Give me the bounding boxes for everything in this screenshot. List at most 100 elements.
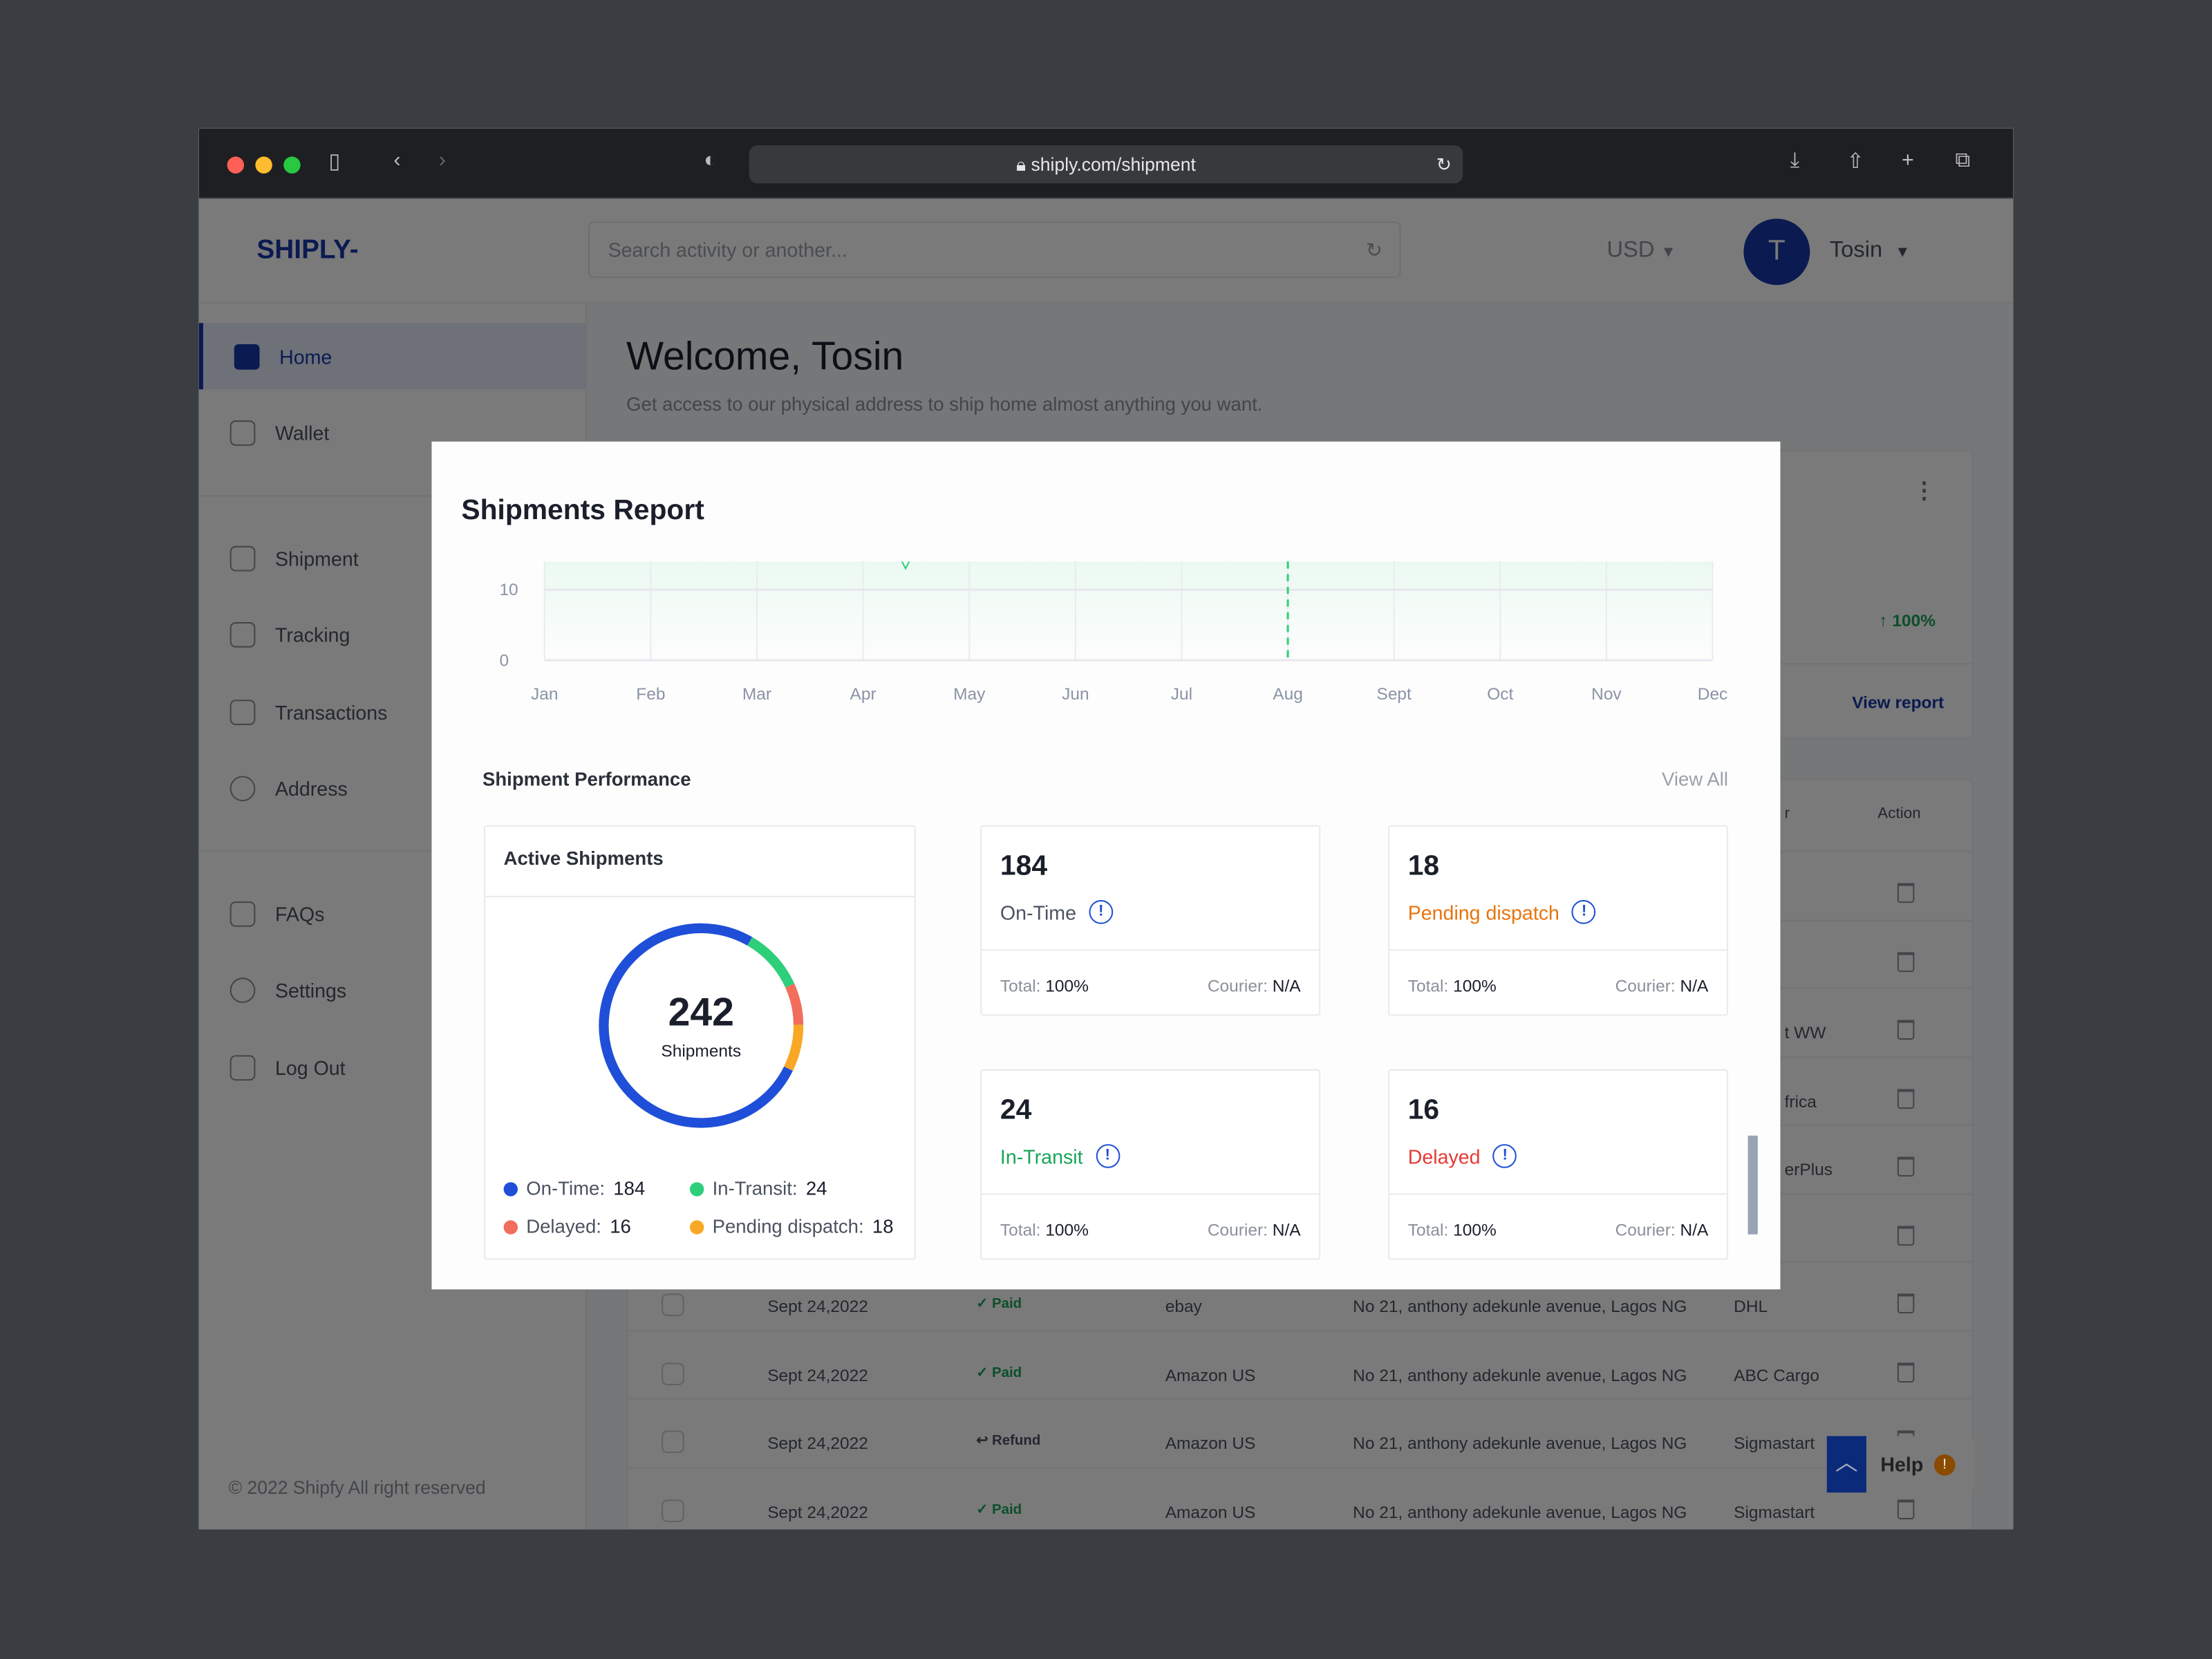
reload-icon[interactable]: ↻ <box>1436 153 1452 176</box>
close-window-button[interactable] <box>227 156 245 174</box>
x-tick-label: Aug <box>1273 685 1303 704</box>
help-widget[interactable]: ︿ Help ! <box>1826 1436 1974 1493</box>
trash-icon[interactable] <box>1897 1156 1915 1177</box>
row-courier: DHL <box>1734 1296 1768 1317</box>
info-icon[interactable]: ! <box>1095 1144 1120 1168</box>
stat-total: Total: 100% <box>1407 976 1497 996</box>
modal-title: Shipments Report <box>461 495 704 527</box>
info-icon[interactable]: ! <box>1089 900 1114 924</box>
info-icon[interactable]: ! <box>1572 900 1597 924</box>
minimize-window-button[interactable] <box>255 156 272 174</box>
trash-icon[interactable] <box>1897 951 1915 972</box>
back-icon[interactable]: ‹ <box>393 148 401 172</box>
trash-icon[interactable] <box>1897 1088 1915 1109</box>
row-address: No 21, anthony adekunle avenue, Lagos NG <box>1353 1296 1687 1317</box>
route-icon <box>229 621 256 647</box>
row-status-badge: ↩ Refund <box>976 1433 1041 1449</box>
x-tick-label: Jul <box>1171 685 1192 704</box>
row-checkbox[interactable] <box>662 1499 684 1522</box>
row-checkbox[interactable] <box>662 1430 684 1454</box>
home-icon <box>234 343 260 369</box>
search-placeholder: Search activity or another... <box>608 238 847 261</box>
legend-delayed: Delayed: 16 <box>503 1216 631 1237</box>
x-tick-label: Dec <box>1698 685 1728 704</box>
receipt-icon <box>229 699 256 724</box>
row-address: No 21, anthony adekunle avenue, Lagos NG <box>1353 1433 1687 1454</box>
share-icon[interactable]: ⇧ <box>1846 149 1865 174</box>
lock-icon: 🔒︎ <box>1016 153 1031 176</box>
stat-label: In-Transit <box>1000 1145 1083 1168</box>
scrollbar[interactable] <box>1747 1135 1758 1235</box>
donut-segment-on-time <box>599 923 793 1128</box>
trash-icon[interactable] <box>1897 1362 1915 1382</box>
search-input[interactable]: Search activity or another... ↻ <box>588 221 1401 279</box>
stat-label: Delayed <box>1407 1145 1481 1168</box>
stat-total: Total: 100% <box>1000 976 1089 996</box>
sidebar-item-shipment[interactable]: Shipment <box>199 525 587 591</box>
row-checkbox[interactable] <box>662 1362 684 1385</box>
sidebar-item-home[interactable]: Home <box>198 323 587 390</box>
help-badge: ! <box>1933 1454 1956 1476</box>
donut-unit: Shipments <box>661 1041 742 1061</box>
sidebar-item-address[interactable]: Address <box>199 755 587 821</box>
page-title: Welcome, Tosin <box>626 334 904 378</box>
maximize-window-button[interactable] <box>283 156 301 174</box>
sidebar-item-settings[interactable]: Settings <box>199 957 587 1023</box>
row-date: Sept 24,2022 <box>767 1365 868 1385</box>
sidebar-item-tracking[interactable]: Tracking <box>199 601 587 667</box>
info-icon[interactable]: ! <box>1492 1144 1517 1168</box>
x-tick-label: Oct <box>1487 685 1513 704</box>
table-row: Sept 24,2022 ✓ Paid Amazon US No 21, ant… <box>628 1466 1973 1529</box>
row-address: No 21, anthony adekunle avenue, Lagos NG <box>1353 1501 1687 1522</box>
row-store: Amazon US <box>1165 1501 1256 1522</box>
more-options-icon[interactable]: ⋮ <box>1913 479 1936 504</box>
forward-icon[interactable]: › <box>438 148 446 172</box>
logout-icon <box>229 1054 256 1080</box>
sidebar-item-logout[interactable]: Log Out <box>199 1034 587 1100</box>
address-bar[interactable]: 🔒︎ shiply.com/shipment ↻ <box>749 145 1463 184</box>
view-all-link[interactable]: View All <box>1661 769 1728 790</box>
trash-icon[interactable] <box>1897 1499 1915 1519</box>
currency-select[interactable]: USD ▼ <box>1606 238 1676 263</box>
sidebar-item-transactions[interactable]: Transactions <box>199 679 587 745</box>
performance-title: Shipment Performance <box>482 769 691 790</box>
download-icon[interactable]: ⤓ <box>1790 148 1800 172</box>
stat-value: 24 <box>1000 1094 1032 1126</box>
stat-total: Total: 100% <box>1407 1220 1497 1240</box>
x-tick-label: Nov <box>1591 685 1622 704</box>
sidebar-item-faqs[interactable]: FAQs <box>199 880 587 946</box>
legend-pending: Pending dispatch: 18 <box>689 1216 894 1237</box>
row-courier: t WW <box>1784 1022 1826 1043</box>
gear-icon <box>229 977 256 1002</box>
view-report-link[interactable]: View report <box>1852 693 1944 713</box>
chevron-up-icon[interactable]: ︿ <box>1826 1436 1866 1493</box>
logo[interactable]: SHIPLY- <box>256 235 359 265</box>
tabs-icon[interactable]: ⧉ <box>1955 148 1971 172</box>
user-menu[interactable]: Tosin ▼ <box>1829 238 1911 263</box>
trash-icon[interactable] <box>1897 883 1915 903</box>
x-tick-label: May <box>953 685 986 704</box>
avatar[interactable]: T <box>1743 218 1810 285</box>
area-fill <box>544 561 1713 661</box>
row-checkbox[interactable] <box>662 1293 684 1317</box>
trash-icon[interactable] <box>1897 1020 1915 1040</box>
browser-window: ▯ ‹ › ◐ 🔒︎ shiply.com/shipment ↻ ⤓ ⇧ + ⧉ … <box>198 128 2014 1530</box>
x-tick-label: Apr <box>850 685 877 704</box>
trash-icon[interactable] <box>1897 1225 1915 1246</box>
x-tick-label: Sept <box>1377 685 1412 704</box>
new-tab-icon[interactable]: + <box>1901 148 1914 172</box>
shield-icon[interactable]: ◐ <box>704 148 717 172</box>
app: SHIPLY- Search activity or another... ↻ U… <box>198 198 2014 1530</box>
row-store: Amazon US <box>1165 1433 1256 1454</box>
x-tick-label: Jun <box>1062 685 1089 704</box>
table-row: Sept 24,2022 ✓ Paid Amazon US No 21, ant… <box>628 1329 1973 1398</box>
stat-courier: Courier: N/A <box>1615 976 1709 996</box>
stat-courier: Courier: N/A <box>1207 976 1301 996</box>
x-tick-label: Feb <box>636 685 665 704</box>
wallet-icon <box>229 420 256 445</box>
sidebar-toggle-icon[interactable]: ▯ <box>328 149 341 174</box>
donut-chart <box>599 923 804 1128</box>
sidebar-item-wallet[interactable]: Wallet <box>199 400 587 466</box>
trash-icon[interactable] <box>1897 1293 1915 1313</box>
stat-courier: Courier: N/A <box>1615 1220 1709 1240</box>
